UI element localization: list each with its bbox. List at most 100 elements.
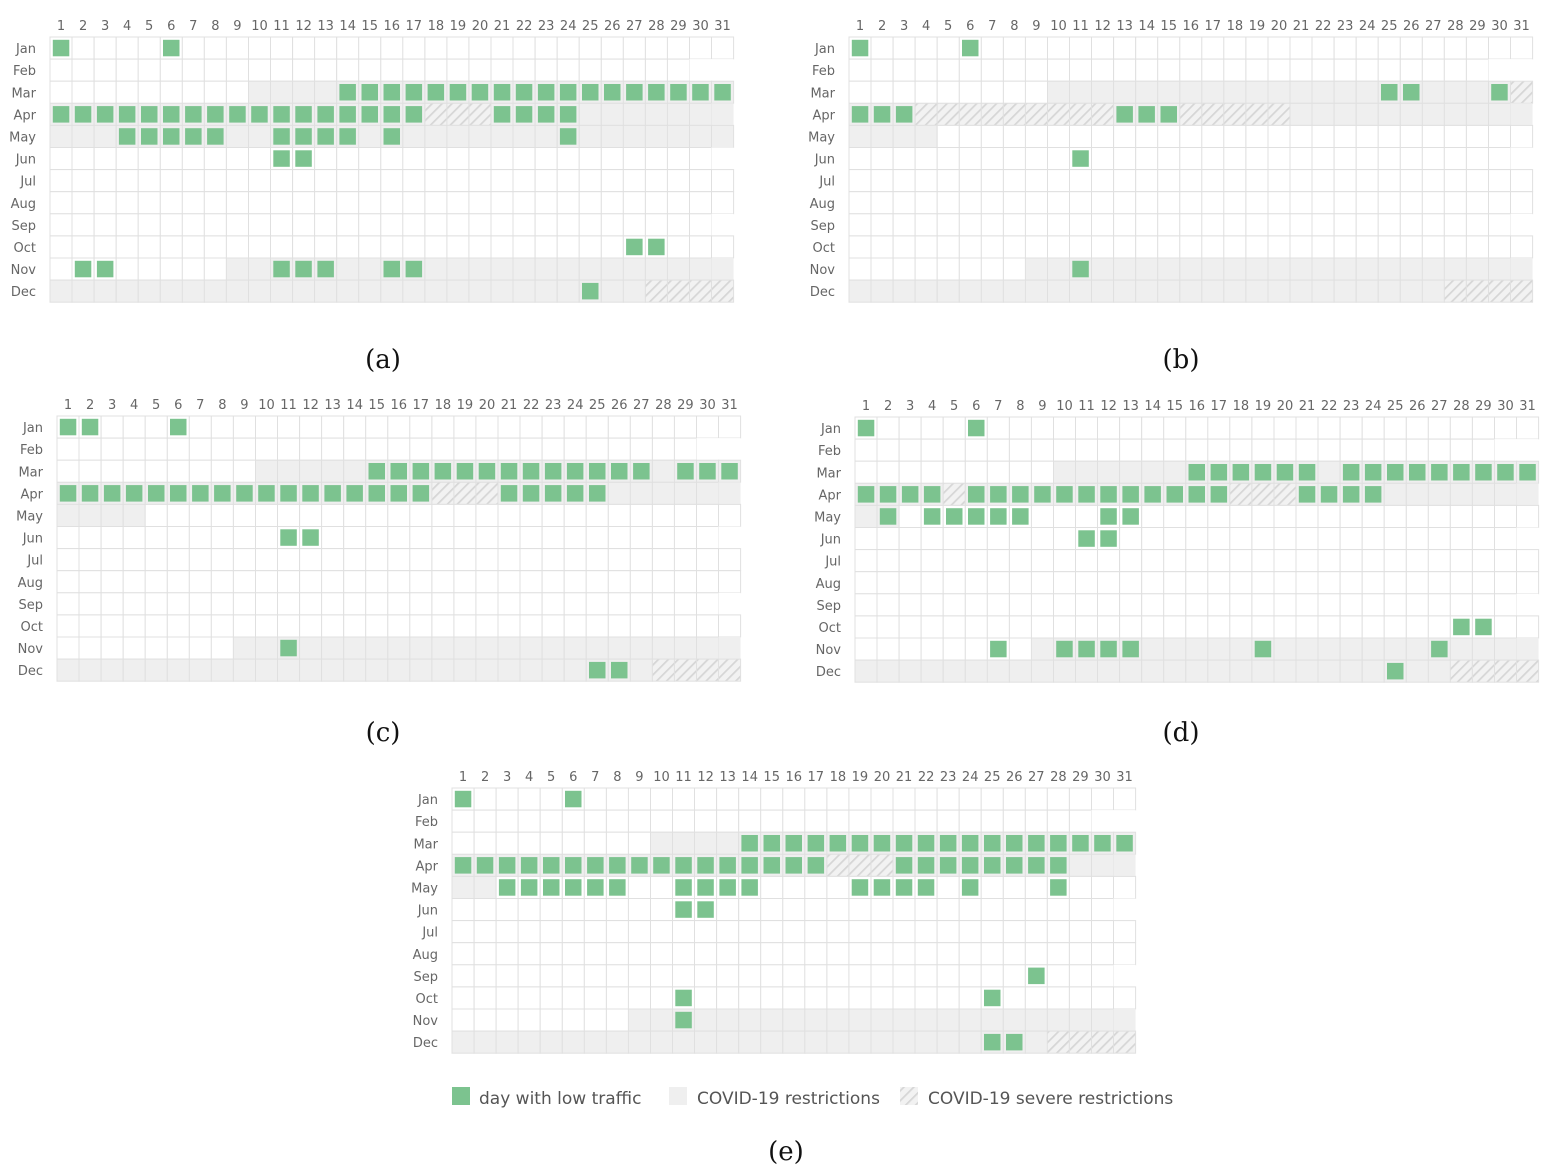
calendar-cell [760, 875, 784, 900]
calendar-cell [292, 169, 316, 193]
calendar-cell-restricted [1339, 637, 1363, 661]
calendar-cell [534, 235, 558, 259]
low-traffic-day-marker [807, 835, 825, 852]
low-traffic-day-marker [633, 463, 650, 480]
calendar-cell [115, 147, 139, 171]
day-tick-label: 5 [152, 398, 160, 413]
calendar-cell [1273, 416, 1297, 440]
calendar-cell [451, 942, 475, 966]
month-tick-label: Oct [21, 620, 43, 635]
calendar-cell [539, 809, 563, 833]
calendar-cell-restricted [534, 257, 558, 281]
calendar-cell [958, 787, 982, 811]
calendar-cell [1443, 235, 1467, 259]
calendar-cell [1179, 191, 1203, 215]
low-traffic-day-marker [103, 485, 121, 502]
low-traffic-day-marker [1166, 486, 1183, 503]
calendar-cell [1427, 571, 1451, 595]
calendar-cell-restricted [1091, 853, 1115, 877]
calendar-cell [166, 592, 190, 616]
calendar-cell [1295, 549, 1319, 573]
calendar-cell [1267, 124, 1291, 149]
calendar-cell-restricted [694, 1008, 718, 1032]
calendar-cell [1311, 124, 1335, 149]
calendar-cell-restricted [122, 658, 146, 682]
calendar-cell [1355, 191, 1379, 215]
calendar-cell [782, 964, 806, 988]
low-traffic-day-marker [565, 790, 582, 808]
calendar-cell [1465, 169, 1490, 193]
calendar-cell [848, 787, 872, 811]
calendar-cell-restricted [78, 503, 102, 527]
calendar-cell-restricted [600, 257, 624, 281]
day-tick-label: 10 [251, 19, 268, 34]
calendar-cell [561, 1008, 585, 1032]
month-tick-label: Jun [22, 532, 43, 547]
calendar-cell [1008, 571, 1033, 595]
day-tick-label: 1 [57, 19, 65, 34]
calendar-cell [1333, 124, 1357, 149]
calendar-cell-restricted [1405, 637, 1429, 661]
calendar-cell [519, 503, 543, 527]
calendar-cell-restricted [299, 658, 323, 682]
calendar-cell-restricted [1163, 637, 1187, 661]
calendar-cell [1494, 593, 1518, 617]
calendar-cell-restricted [495, 1030, 519, 1054]
calendar-cell [203, 58, 227, 82]
month-tick-label: Jan [15, 42, 36, 57]
calendar-cell [453, 503, 477, 527]
calendar-cell-restricted [343, 459, 367, 483]
calendar-cell [1135, 169, 1159, 193]
calendar-cell [473, 1008, 497, 1032]
calendar-cell [517, 942, 541, 966]
low-traffic-day-marker [1232, 464, 1250, 481]
calendar-cell [497, 503, 521, 527]
calendar-cell [1008, 460, 1033, 484]
day-tick-label: 10 [1050, 19, 1067, 34]
low-traffic-day-marker [1116, 106, 1133, 123]
calendar-cell-restricted [1229, 637, 1253, 661]
calendar-cell-restricted [517, 1030, 541, 1054]
day-tick-label: 31 [1513, 19, 1530, 34]
low-traffic-day-marker [1028, 857, 1045, 874]
calendar-cell-empty [1516, 593, 1539, 616]
calendar-cell [1002, 80, 1027, 104]
calendar-cell-restricted [980, 279, 1004, 303]
calendar-cell [1091, 942, 1115, 966]
calendar-cell [210, 570, 234, 594]
low-traffic-day-marker [565, 857, 582, 874]
day-tick-label: 8 [218, 398, 226, 413]
calendar-cell-restricted [1333, 102, 1357, 126]
calendar-cell [898, 549, 922, 573]
low-traffic-day-marker [741, 879, 758, 896]
calendar-cell [1201, 191, 1225, 215]
calendar-cell-restricted [563, 658, 587, 682]
day-tick-label: 2 [878, 19, 886, 34]
calendar-cell [563, 415, 587, 439]
calendar-cell-restricted [1317, 637, 1341, 661]
calendar-cell [738, 986, 762, 1010]
calendar-cell [277, 503, 301, 527]
calendar-cell [49, 235, 73, 259]
calendar-cell-restricted [1471, 482, 1496, 506]
month-tick-label: Apr [14, 108, 37, 123]
calendar-cell-restricted [225, 279, 249, 303]
low-traffic-day-marker [1050, 879, 1067, 896]
day-tick-label: 18 [1227, 19, 1244, 34]
calendar-cell [914, 787, 938, 811]
calendar-cell [1488, 124, 1512, 149]
calendar-cell [936, 235, 960, 259]
calendar-cell [512, 191, 536, 215]
calendar-cell-restricted [402, 279, 426, 303]
calendar-cell [986, 527, 1010, 551]
calendar-cell-severe [980, 102, 1004, 126]
month-tick-label: Apr [416, 859, 439, 874]
low-traffic-day-marker [1364, 464, 1382, 481]
calendar-cell [696, 592, 720, 616]
calendar-cell-restricted [1075, 659, 1099, 683]
calendar-cell [826, 942, 850, 966]
calendar-cell [1516, 416, 1540, 440]
calendar-cell [672, 964, 696, 988]
calendar-cell-restricted [627, 1008, 652, 1032]
calendar-cell [1141, 571, 1165, 595]
